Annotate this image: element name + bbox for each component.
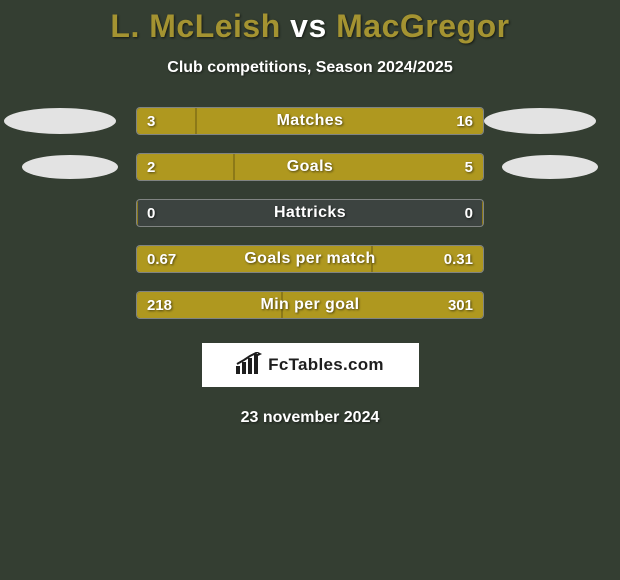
comparison-stage: 316Matches 25Goals 0 0Hattricks 0.670.31Goal… [0,107,620,319]
stat-bar-left [137,246,372,272]
stat-bar-left [137,154,234,180]
site-logo-text: FcTables.com [268,355,384,375]
title-vs: vs [290,8,327,44]
title-player-a: L. McLeish [110,8,280,44]
player-photo-placeholder [484,108,596,134]
subtitle: Club competitions, Season 2024/2025 [0,59,620,77]
player-photo-placeholder [22,155,118,179]
stat-bar-left [137,292,282,318]
stat-bar-right [282,292,483,318]
stat-bar-left [137,200,138,226]
stat-bar-right [234,154,483,180]
site-logo: FcTables.com [202,343,419,387]
player-photo-placeholder [502,155,598,179]
stat-row: 25Goals [136,153,484,181]
player-photo-placeholder [4,108,116,134]
stat-row: 316Matches [136,107,484,135]
snapshot-date: 23 november 2024 [0,409,620,427]
stat-bar-right [196,108,483,134]
stat-bar-left [137,108,196,134]
stat-bar-right [372,246,483,272]
page-title: L. McLeish vs MacGregor [0,0,620,45]
stat-value-right: 0 [465,200,473,226]
stat-value-left: 0 [147,200,155,226]
chart-icon [236,352,262,379]
comparison-bars: 316Matches 25Goals 0 0Hattricks 0.670.31Goal… [136,107,484,319]
title-player-b: MacGregor [336,8,509,44]
stat-label: Hattricks [137,200,483,226]
stat-row: 0 0Hattricks [136,199,484,227]
stat-row: 0.670.31Goals per match [136,245,484,273]
stat-bar-right [482,200,483,226]
stat-row: 218301Min per goal [136,291,484,319]
